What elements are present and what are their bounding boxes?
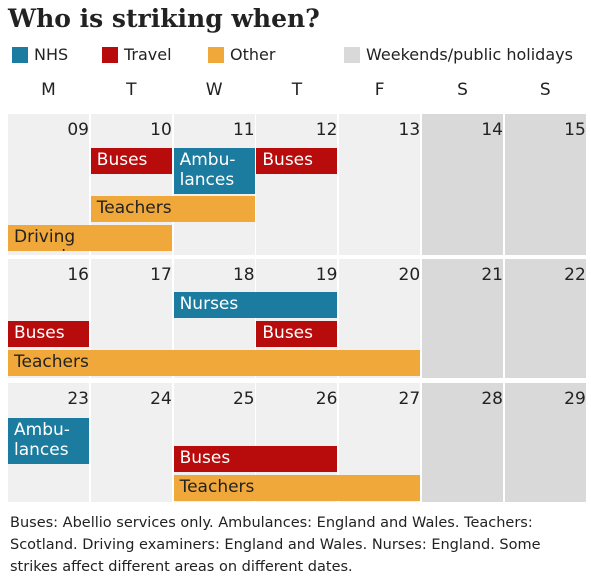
date: 20 (398, 265, 421, 285)
date: 24 (150, 389, 172, 409)
strike-bar: Teachers (173, 475, 421, 501)
weekday: W (205, 80, 223, 100)
day-cell: 24 (90, 383, 172, 502)
day-cell: 14 (422, 114, 503, 255)
day-cell: 15 (504, 114, 586, 255)
date: 26 (315, 389, 338, 409)
strike-bar: Buses (256, 321, 338, 347)
note: Buses: Abellio services only. Ambulances… (10, 515, 541, 575)
legend-label: Other (230, 45, 276, 64)
strike-bar: Teachers (90, 196, 255, 222)
strike-bar: Teachers (8, 350, 421, 376)
legend-label: NHS (34, 45, 69, 64)
date: 29 (564, 389, 586, 409)
legend-label: Weekends/public holidays (366, 45, 573, 64)
date: 13 (398, 120, 421, 140)
legend-swatch (208, 46, 224, 63)
date: 16 (67, 265, 89, 285)
date: 19 (315, 265, 338, 285)
date: 17 (150, 265, 172, 285)
date: 09 (67, 120, 89, 140)
legend-swatch (344, 46, 360, 63)
date: 12 (315, 120, 338, 140)
strike-bar: Buses (90, 148, 172, 174)
date: 11 (232, 120, 255, 140)
strike-bar: Ambu-lances (173, 148, 255, 194)
legend-item: NHS (12, 45, 68, 64)
date: 25 (232, 389, 255, 409)
weekday: F (374, 80, 385, 100)
date: 15 (564, 120, 586, 140)
legend-item: Travel (102, 45, 172, 64)
day-cell: 13 (339, 114, 421, 255)
weekday: T (291, 80, 303, 100)
weekday: T (126, 80, 137, 100)
day-cell: 22 (504, 259, 586, 378)
date: 14 (481, 120, 503, 140)
date: 27 (398, 389, 421, 409)
date: 10 (150, 120, 172, 140)
strike-bar: Nurses (173, 292, 338, 318)
date: 28 (481, 389, 503, 409)
title: Who is striking when? (8, 4, 320, 33)
date: 21 (481, 265, 503, 285)
date: 23 (67, 389, 89, 409)
strike-bar: Buses (8, 321, 89, 347)
legend-swatch (102, 46, 118, 63)
date: 22 (564, 265, 586, 285)
legend-item: Weekends/public holidays (344, 45, 573, 64)
strike-bar: Ambu-lances (8, 418, 89, 464)
date: 18 (232, 265, 255, 285)
strike-bar: Driving examiners (8, 225, 172, 251)
weekday: M (41, 80, 56, 100)
legend-label: Travel (124, 45, 172, 64)
day-cell: 29 (504, 383, 586, 502)
legend-item: Other (208, 45, 275, 64)
weekday: S (539, 80, 551, 100)
day-cell: 21 (422, 259, 503, 378)
strike-bar: Buses (256, 148, 338, 174)
day-cell: 12 (256, 114, 338, 255)
legend-swatch (12, 46, 28, 63)
day-cell: 28 (422, 383, 503, 502)
weekday: S (457, 80, 468, 100)
strike-bar: Buses (173, 446, 338, 472)
